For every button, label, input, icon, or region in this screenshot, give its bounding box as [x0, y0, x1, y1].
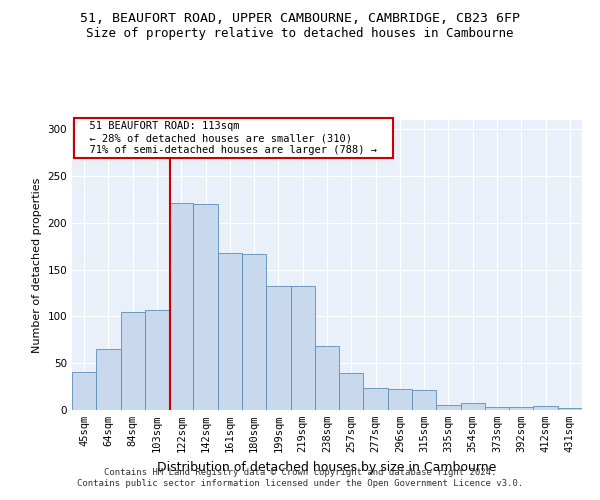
Bar: [242, 254, 266, 410]
X-axis label: Distribution of detached houses by size in Cambourne: Distribution of detached houses by size …: [157, 460, 497, 473]
Bar: [339, 372, 364, 410]
Text: 51 BEAUFORT ROAD: 113sqm  
  ← 28% of detached houses are smaller (310)  
  71% : 51 BEAUFORT ROAD: 113sqm ← 28% of detach…: [77, 122, 389, 154]
Bar: [436, 406, 461, 410]
Bar: [533, 406, 558, 410]
Bar: [509, 407, 533, 410]
Bar: [218, 253, 242, 410]
Bar: [315, 346, 339, 410]
Text: Contains HM Land Registry data © Crown copyright and database right 2024.
Contai: Contains HM Land Registry data © Crown c…: [77, 468, 523, 487]
Bar: [290, 286, 315, 410]
Bar: [96, 349, 121, 410]
Bar: [412, 390, 436, 410]
Text: 51, BEAUFORT ROAD, UPPER CAMBOURNE, CAMBRIDGE, CB23 6FP: 51, BEAUFORT ROAD, UPPER CAMBOURNE, CAMB…: [80, 12, 520, 26]
Bar: [266, 286, 290, 410]
Bar: [485, 407, 509, 410]
Bar: [169, 204, 193, 410]
Bar: [461, 404, 485, 410]
Bar: [388, 390, 412, 410]
Bar: [364, 388, 388, 410]
Bar: [121, 312, 145, 410]
Text: Size of property relative to detached houses in Cambourne: Size of property relative to detached ho…: [86, 28, 514, 40]
Y-axis label: Number of detached properties: Number of detached properties: [32, 178, 42, 352]
Bar: [193, 204, 218, 410]
Bar: [558, 408, 582, 410]
Bar: [72, 372, 96, 410]
Bar: [145, 310, 169, 410]
